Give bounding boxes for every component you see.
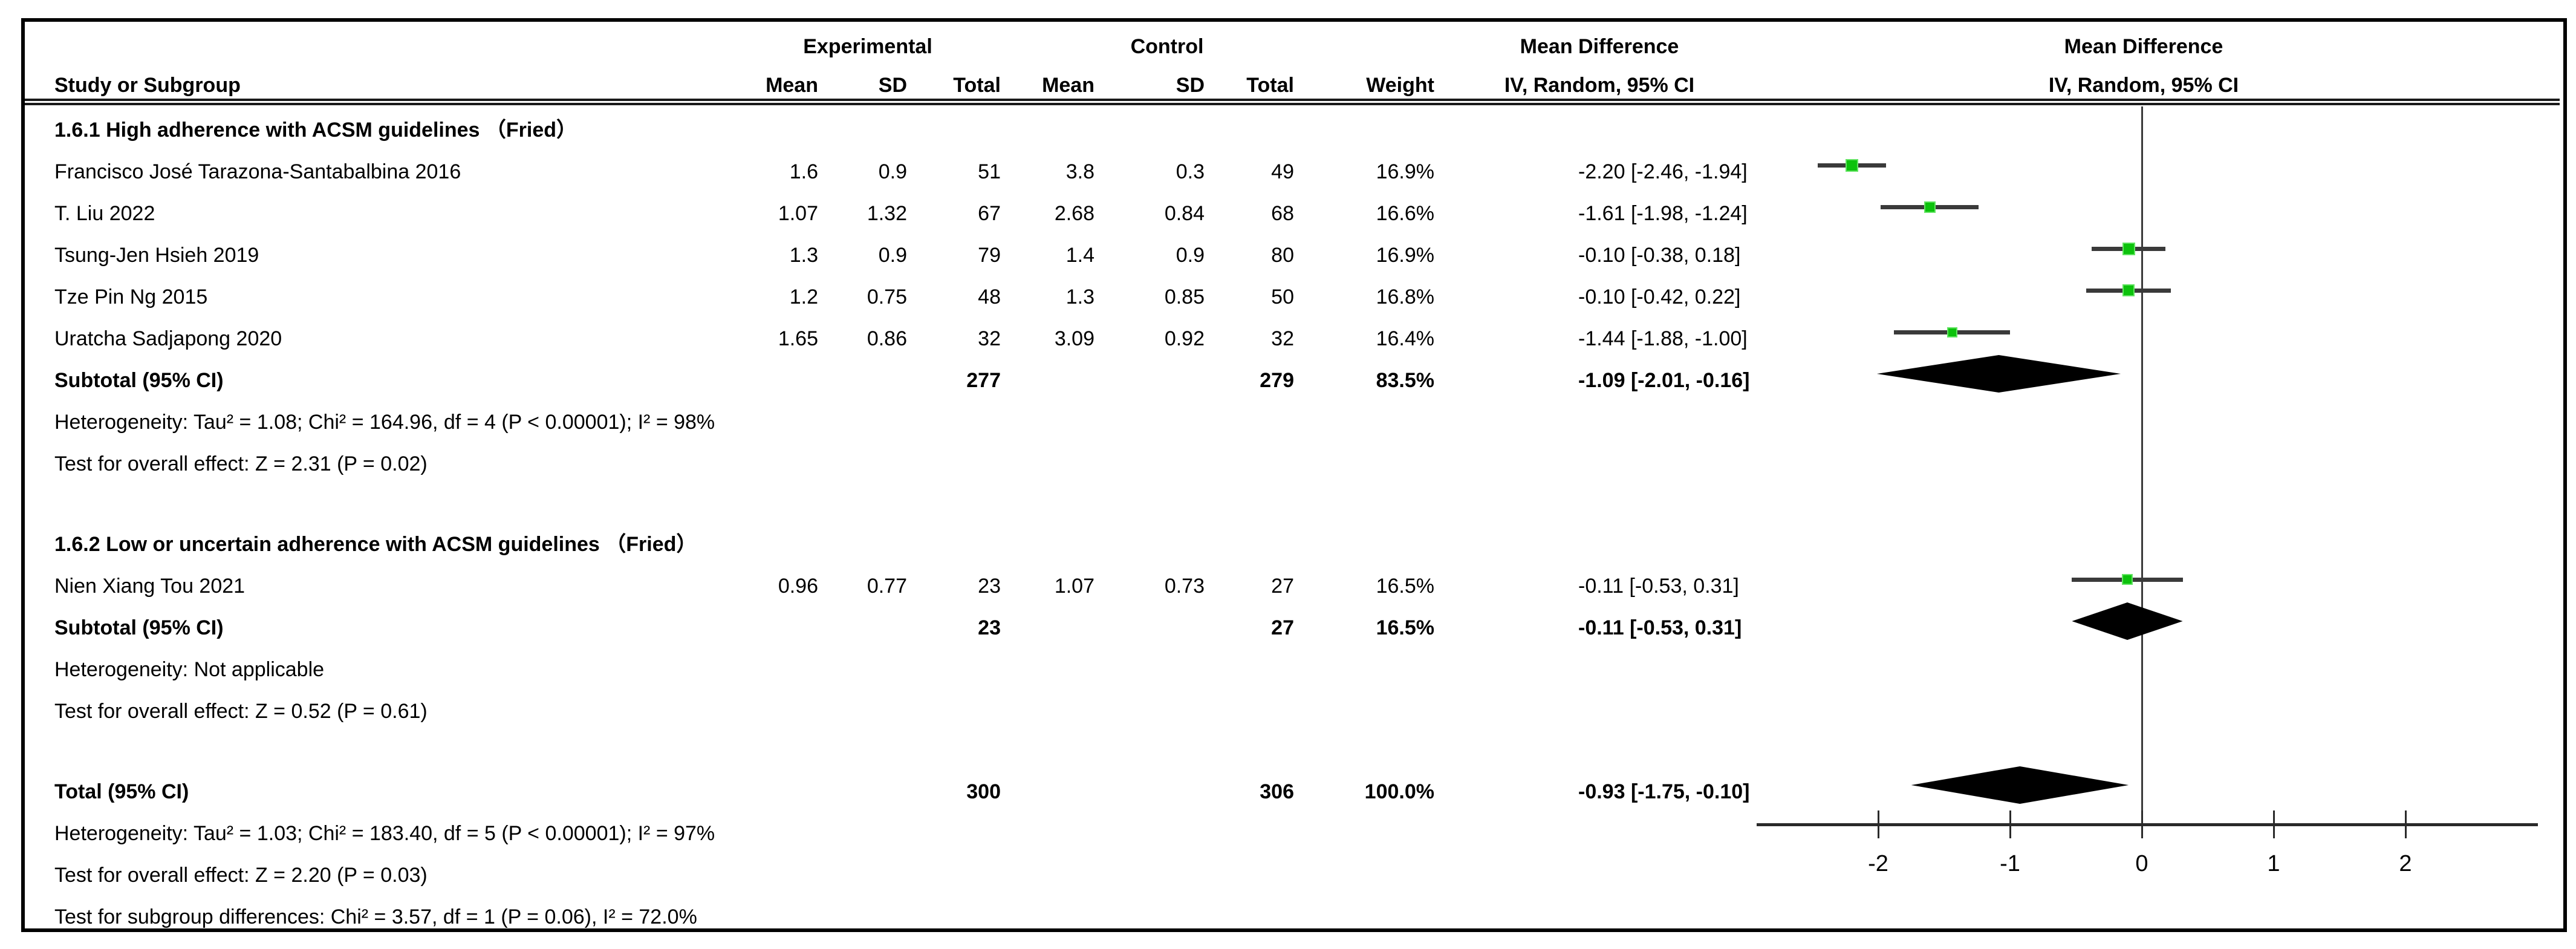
header-exp-mean: Mean (766, 74, 818, 97)
axis-tick (1878, 810, 1879, 838)
heterogeneity-line: Heterogeneity: Not applicable (0, 655, 2576, 684)
overall-effect-line: Test for overall effect: Z = 2.31 (P = 0… (0, 449, 2576, 478)
stat-text: Heterogeneity: Tau² = 1.08; Chi² = 164.9… (54, 411, 715, 434)
axis-tick (2009, 810, 2011, 838)
stat-text: Test for overall effect: Z = 0.52 (P = 0… (54, 700, 428, 723)
study-row: Nien Xiang Tou 2021 0.96 0.77 23 1.07 0.73 27 1… (0, 572, 2576, 601)
header-ctrl-mean: Mean (1042, 74, 1094, 97)
header-separator-line-bottom (25, 103, 2560, 105)
overall-effect-line: Test for overall effect: Z = 2.20 (P = 0… (0, 861, 2576, 890)
heterogeneity-line: Heterogeneity: Tau² = 1.08; Chi² = 164.9… (0, 408, 2576, 437)
pooled-label: Total (95% CI) (54, 780, 189, 803)
header-mean-difference-text-col: Mean Difference (1520, 35, 1679, 58)
md-ci-value: -1.09 [-2.01, -0.16] (1578, 369, 1750, 392)
study-name: Tze Pin Ng 2015 (54, 285, 208, 308)
study-name: Uratcha Sadjapong 2020 (54, 327, 282, 350)
axis-tick-label: -1 (2000, 851, 2020, 876)
section-heading-text: 1.6.2 Low or uncertain adherence with AC… (54, 533, 697, 556)
axis-tick-label: 2 (2399, 851, 2412, 876)
md-ci-value: -0.10 [-0.42, 0.22] (1578, 285, 1741, 308)
overall-effect-line: Test for overall effect: Z = 0.52 (P = 0… (0, 697, 2576, 726)
md-ci-value: -1.44 [-1.88, -1.00] (1578, 327, 1748, 350)
pooled-label: Subtotal (95% CI) (54, 616, 224, 639)
axis-tick (2405, 810, 2407, 838)
section-heading: 1.6.1 High adherence with ACSM guideline… (0, 116, 2576, 145)
subtotal-row: Subtotal (95% CI) 277 279 83.5% -1.09 [-2.01… (0, 366, 2576, 395)
md-ci-value: -0.11 [-0.53, 0.31] (1578, 575, 1739, 598)
study-row: Tze Pin Ng 2015 1.2 0.75 48 1.3 0.85 50 16.8% -0… (0, 282, 2576, 311)
section-heading-text: 1.6.1 High adherence with ACSM guideline… (54, 119, 577, 142)
header-ctrl-total: Total (1246, 74, 1294, 97)
zero-effect-line (2141, 106, 2143, 824)
study-name: Tsung-Jen Hsieh 2019 (54, 244, 259, 267)
stat-text: Test for subgroup differences: Chi² = 3.… (54, 905, 697, 928)
weight-value: 16.9% (1376, 244, 1434, 267)
point-estimate-marker (2122, 242, 2135, 255)
header-experimental-group: Experimental (803, 35, 932, 58)
md-ci-value: -0.93 [-1.75, -0.10] (1578, 780, 1750, 803)
stat-text: Test for overall effect: Z = 2.20 (P = 0… (54, 864, 428, 887)
study-row: Francisco José Tarazona-Santabalbina 201… (0, 157, 2576, 186)
section-heading: 1.6.2 Low or uncertain adherence with AC… (0, 530, 2576, 559)
axis-tick-label: 1 (2267, 851, 2280, 876)
md-ci-value: -2.20 [-2.46, -1.94] (1578, 160, 1748, 183)
md-ci-value: -0.11 [-0.53, 0.31] (1578, 616, 1742, 639)
header-iv-random-plot-col: IV, Random, 95% CI (2048, 74, 2239, 97)
subgroup-differences-line: Test for subgroup differences: Chi² = 3.… (0, 902, 2576, 931)
stat-text: Heterogeneity: Tau² = 1.03; Chi² = 183.4… (54, 822, 715, 845)
axis-tick (2273, 810, 2275, 838)
weight-value: 16.6% (1376, 202, 1434, 225)
study-row: Uratcha Sadjapong 2020 1.65 0.86 32 3.09 0.92… (0, 324, 2576, 353)
header-exp-total: Total (953, 74, 1001, 97)
axis-tick-label: -2 (1868, 851, 1888, 876)
study-name: Francisco José Tarazona-Santabalbina 201… (54, 160, 461, 183)
study-name: T. Liu 2022 (54, 202, 155, 225)
weight-value: 16.4% (1376, 327, 1434, 350)
study-row: Tsung-Jen Hsieh 2019 1.3 0.9 79 1.4 0.9 80 16.9… (0, 241, 2576, 270)
axis-tick-label: 0 (2135, 851, 2148, 876)
total-row: Total (95% CI) 300 306 100.0% -0.93 [-1.75, … (0, 777, 2576, 806)
pooled-label: Subtotal (95% CI) (54, 369, 224, 392)
md-ci-value: -0.10 [-0.38, 0.18] (1578, 244, 1741, 267)
heterogeneity-line: Heterogeneity: Tau² = 1.03; Chi² = 183.4… (0, 819, 2576, 848)
header-exp-sd: SD (878, 74, 907, 97)
header-ctrl-sd: SD (1176, 74, 1205, 97)
header-separator-line-top (25, 99, 2560, 101)
point-estimate-marker (1947, 327, 1957, 338)
study-name: Nien Xiang Tou 2021 (54, 575, 246, 598)
x-axis-line (1757, 823, 2538, 826)
subtotal-row: Subtotal (95% CI) 23 27 16.5% -0.11 [-0.53, … (0, 613, 2576, 642)
header-mean-difference-plot-col: Mean Difference (2064, 35, 2223, 58)
md-ci-value: -1.61 [-1.98, -1.24] (1578, 202, 1748, 225)
header-control-group: Control (1130, 35, 1204, 58)
header-study-or-subgroup: Study or Subgroup (54, 74, 241, 97)
point-estimate-marker (1924, 201, 1936, 213)
point-estimate-marker (2122, 574, 2133, 585)
point-estimate-marker (1845, 158, 1858, 172)
study-row: T. Liu 2022 1.07 1.32 67 2.68 0.84 68 16.6% -1.6… (0, 199, 2576, 228)
stat-text: Heterogeneity: Not applicable (54, 658, 325, 681)
axis-tick (2141, 810, 2143, 838)
weight-value: 16.5% (1376, 575, 1434, 598)
weight-value: 16.9% (1376, 160, 1434, 183)
stat-text: Test for overall effect: Z = 2.31 (P = 0… (54, 452, 428, 475)
header-iv-random-text-col: IV, Random, 95% CI (1504, 74, 1695, 97)
header-weight: Weight (1366, 74, 1434, 97)
point-estimate-marker (2122, 284, 2135, 296)
weight-value: 16.8% (1376, 285, 1434, 308)
